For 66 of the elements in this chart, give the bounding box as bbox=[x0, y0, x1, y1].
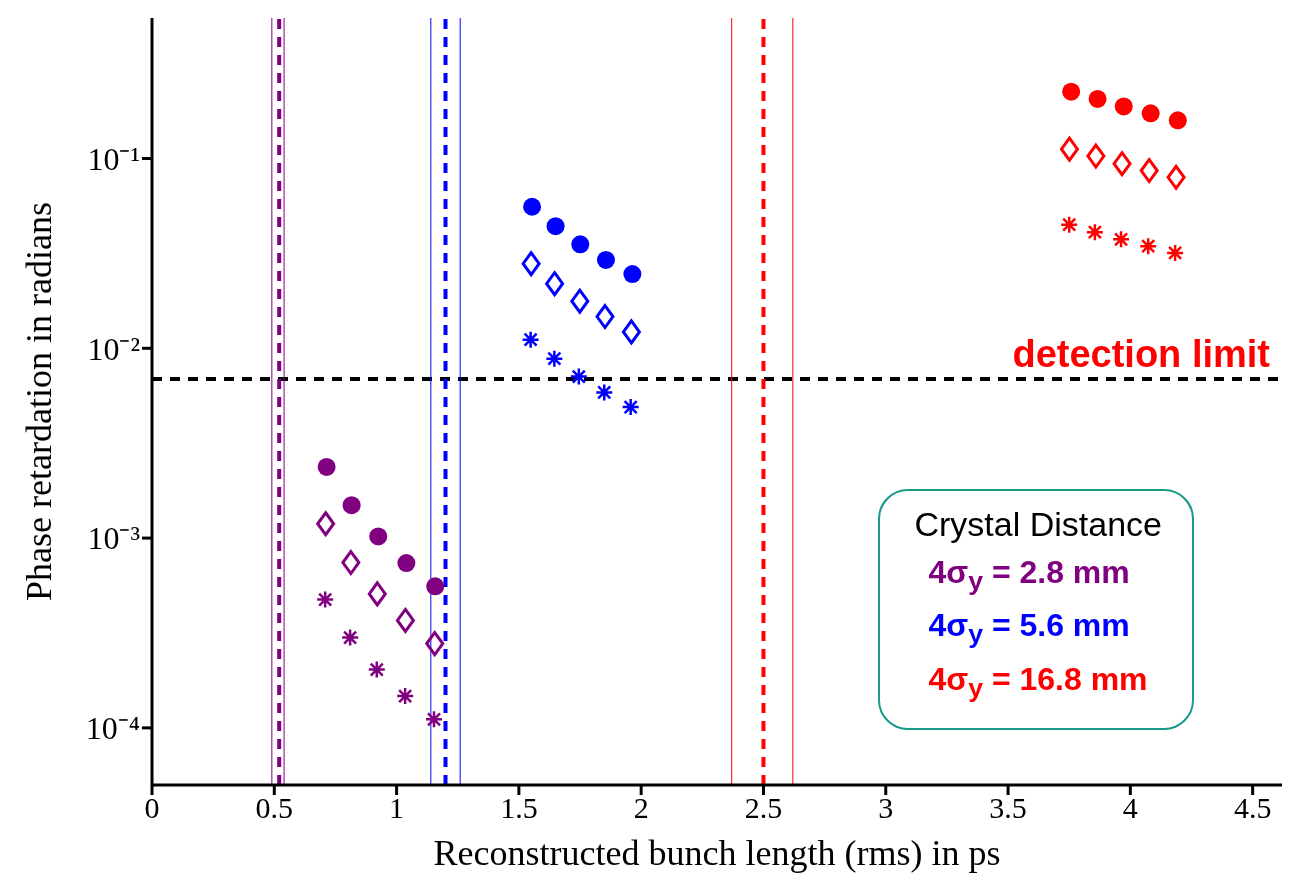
point bbox=[342, 496, 361, 515]
point bbox=[1138, 236, 1158, 256]
text: 4σ$_{y}$ = 5.6 mm bbox=[928, 607, 1130, 650]
point bbox=[315, 590, 335, 609]
point bbox=[425, 631, 445, 657]
point bbox=[1085, 222, 1105, 242]
y-tick-label: 10⁻³ bbox=[87, 520, 140, 557]
point bbox=[523, 197, 542, 216]
point bbox=[521, 330, 540, 349]
x-tick-label: 3 bbox=[878, 791, 894, 825]
x-tick-label: 4 bbox=[1122, 791, 1138, 825]
y-tick-label: 10⁻² bbox=[87, 330, 140, 367]
point bbox=[571, 235, 590, 254]
point bbox=[623, 265, 642, 284]
point bbox=[1111, 230, 1131, 249]
point bbox=[1141, 104, 1160, 123]
x-axis-title: Reconstructed bunch length (rms) in ps bbox=[432, 832, 1002, 874]
point bbox=[1059, 215, 1079, 234]
point bbox=[621, 319, 641, 345]
point bbox=[546, 217, 565, 236]
point bbox=[341, 550, 361, 576]
point bbox=[545, 271, 565, 297]
x-tick-label: 3.5 bbox=[989, 791, 1027, 825]
point bbox=[1059, 136, 1079, 162]
point bbox=[521, 251, 541, 277]
y-tick-label: 10⁻¹ bbox=[87, 140, 140, 177]
point bbox=[367, 581, 387, 607]
x-tick-label: 1.5 bbox=[500, 791, 538, 825]
text: 4σ$_{y}$ = 2.8 mm bbox=[928, 553, 1130, 597]
point bbox=[1166, 164, 1186, 190]
x-tick-label: 1 bbox=[389, 791, 405, 825]
point bbox=[1139, 158, 1159, 184]
x-tick-label: 0.5 bbox=[255, 791, 294, 825]
point bbox=[397, 554, 416, 573]
point bbox=[367, 660, 387, 679]
point bbox=[596, 250, 615, 269]
point bbox=[395, 686, 415, 706]
ref-line-label: detection limit bbox=[1012, 332, 1271, 375]
text: 4σ$_{y}$ = 16.8 mm bbox=[928, 660, 1148, 703]
x-tick-label: 2 bbox=[633, 791, 649, 825]
point bbox=[1114, 97, 1133, 116]
point bbox=[569, 367, 589, 386]
point bbox=[594, 383, 614, 402]
point bbox=[317, 457, 336, 476]
point bbox=[1112, 151, 1132, 177]
point bbox=[395, 607, 415, 633]
point bbox=[316, 511, 336, 537]
point bbox=[1062, 82, 1081, 101]
y-axis-title: Phase retardation in radians bbox=[18, 202, 59, 601]
point bbox=[340, 628, 360, 647]
point bbox=[1088, 89, 1107, 108]
point bbox=[1168, 111, 1187, 130]
point bbox=[424, 710, 444, 729]
x-tick-label: 4.5 bbox=[1233, 791, 1272, 825]
point bbox=[369, 527, 388, 546]
y-tick-label: 10⁻⁴ bbox=[85, 710, 140, 747]
point bbox=[570, 288, 590, 314]
point bbox=[545, 349, 564, 368]
point bbox=[1086, 143, 1106, 169]
point bbox=[1165, 243, 1185, 263]
point bbox=[621, 397, 640, 417]
legend-title: Crystal Distance bbox=[914, 504, 1162, 544]
point bbox=[426, 577, 445, 596]
point bbox=[595, 304, 615, 330]
x-tick-label: 0 bbox=[144, 791, 160, 825]
x-tick-label: 2.5 bbox=[744, 791, 783, 825]
